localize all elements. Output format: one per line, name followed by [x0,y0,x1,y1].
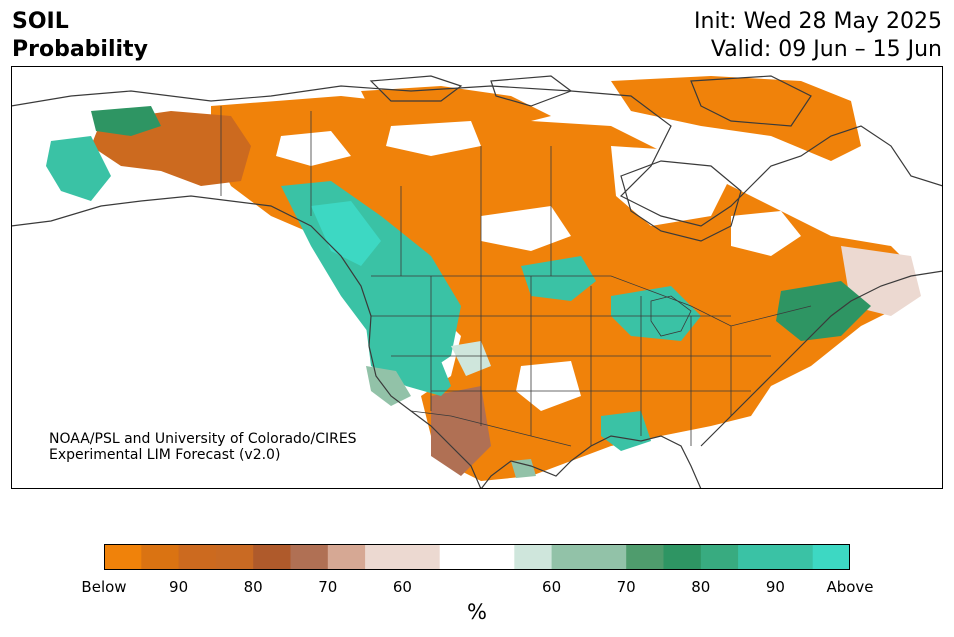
anomaly-fields [46,76,921,481]
colorbar-swatch [738,544,776,570]
credit-text: NOAA/PSL and University of Colorado/CIRE… [49,431,357,463]
canada-us-border [371,275,812,327]
colorbar-swatch [365,544,403,570]
below-weak-southwest [431,386,491,476]
coastline-east [700,270,943,447]
colorbar-swatch [104,544,142,570]
colorbar-swatch [588,544,627,570]
above-strong-bc [311,201,381,266]
neutral-gap-3 [481,206,571,251]
neutral-gap-2 [386,121,481,156]
valid-range: Valid: 09 Jun – 15 Jun [710,37,942,62]
above-field-california [366,366,411,406]
colorbar-tick-label: 90 [169,578,189,596]
colorbar-swatch [663,544,702,570]
colorbar-swatch [514,544,553,570]
colorbar-swatch [439,544,478,570]
colorbar-swatch [775,544,814,570]
neutral-gap-1 [276,131,351,166]
neutral-gap-6 [516,361,581,411]
init-date: Init: Wed 28 May 2025 [694,9,942,34]
credit-line-2: Experimental LIM Forecast (v2.0) [49,447,281,463]
colorbar-swatch [700,544,739,570]
colorbar-swatch [141,544,180,570]
credit-line-1: NOAA/PSL and University of Colorado/CIRE… [49,431,357,447]
coastline-arctic [11,85,943,227]
colorbar-swatch [327,544,366,570]
forecast-map [11,66,943,489]
colorbar-swatch [253,544,291,570]
colorbar-tick-label: Above [826,578,874,596]
colorbar-swatch [178,544,217,570]
arctic-island-3 [690,75,812,127]
colorbar-swatches [104,544,850,570]
colorbar-swatch [812,544,850,570]
arctic-island-1 [369,75,463,102]
colorbar-tick-label: Below [81,578,127,596]
colorbar-swatch [551,544,590,570]
colorbar-tick-label: 70 [318,578,338,596]
below-field-north-islands [361,86,551,126]
title-variable: SOIL [12,9,69,34]
state-province-lines [220,106,812,447]
title-product: Probability [12,37,148,62]
below-field-arctic [611,76,861,161]
colorbar-tick-label: 60 [392,578,412,596]
colorbar-tick-label: 90 [765,578,785,596]
great-lakes [650,295,692,337]
coastline-west [11,195,482,489]
above-field-west-coast [366,326,451,396]
above-field-mexico [511,459,536,478]
colorbar-tick-label: 80 [243,578,263,596]
colorbar-swatch [215,544,254,570]
forecast-dates: Init: Wed 28 May 2025 Valid: 09 Jun – 15… [694,8,942,64]
neutral-gap-5 [731,211,801,256]
colorbar-unit: % [467,600,487,624]
colorbar-tick-label: 70 [616,578,636,596]
hudson-bay [620,160,742,242]
us-mexico-border [410,410,572,447]
colorbar-swatch [626,544,664,570]
colorbar-tick-label: 60 [542,578,562,596]
above-field-great-lakes [611,286,701,341]
colorbar [104,544,850,570]
above-field-alaska-north [91,106,161,136]
map-frame [11,66,943,489]
above-field-northeast [776,281,871,341]
colorbar-frame [104,544,850,570]
above-field-northern-plains [521,256,596,301]
above-field-alaska-west [46,136,111,201]
map-title: SOIL Probability [12,8,148,64]
colorbar-swatch [402,544,441,570]
colorbar-swatch [477,544,515,570]
colorbar-tick-label: 80 [691,578,711,596]
colorbar-swatch [290,544,329,570]
arctic-island-2 [490,75,573,107]
